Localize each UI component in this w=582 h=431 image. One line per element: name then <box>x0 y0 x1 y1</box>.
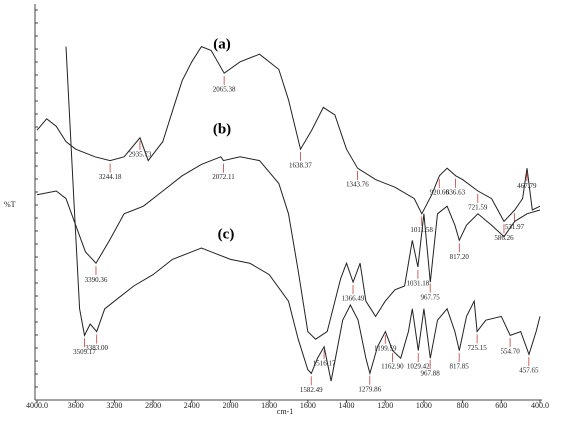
x-tick-label: 4000.0 <box>26 401 48 410</box>
peak-label: 3509.17 <box>73 348 96 356</box>
peak-label: 1343.76 <box>346 181 369 189</box>
peak-label: 817.85 <box>450 363 470 371</box>
peak-label: 1199.59 <box>374 344 397 352</box>
x-tick-label: 3600 <box>68 401 84 410</box>
x-tick-label: 400.0 <box>531 401 549 410</box>
peak-label: 725.15 <box>467 344 487 352</box>
x-axis-label: cm-1 <box>277 407 293 416</box>
peak-label: 1031.18 <box>407 279 430 287</box>
peak-label: 2935.73 <box>129 150 152 158</box>
peak-label: 531.97 <box>505 223 525 231</box>
x-tick-label: 1000 <box>416 401 432 410</box>
peak-label: 554.70 <box>500 348 520 356</box>
x-tick-label: 3200 <box>106 401 122 410</box>
spectrum-line <box>36 45 541 223</box>
x-tick-label: 2000 <box>222 401 238 410</box>
peak-label: 836.63 <box>446 188 466 196</box>
peak-label: 1279.86 <box>358 385 381 393</box>
curve-label: (c) <box>218 226 235 242</box>
x-tick-label: 800 <box>457 401 469 410</box>
peak-label: 1029.42 <box>407 363 430 371</box>
peak-label: 457.65 <box>519 367 539 375</box>
spectrum-line <box>65 46 541 382</box>
x-tick-label: 2800 <box>145 401 161 410</box>
peak-label: 3383.00 <box>85 344 108 352</box>
x-tick-label: 2400 <box>184 401 200 410</box>
peak-label: 586.26 <box>494 234 514 242</box>
curve-label: (a) <box>213 36 231 52</box>
x-tick-label: 1600 <box>300 401 316 410</box>
x-tick-label: 1200 <box>377 401 393 410</box>
peak-label: 920.66 <box>430 189 450 197</box>
y-axis-label: %T <box>4 200 16 209</box>
peak-label: 967.88 <box>421 369 441 377</box>
peak-label: 1638.37 <box>289 162 312 170</box>
peak-label: 467.79 <box>517 182 537 190</box>
x-tick-label: 1800 <box>261 401 277 410</box>
peak-label: 967.75 <box>421 293 441 301</box>
x-tick-label: 600 <box>495 401 507 410</box>
peak-label: 2072.11 <box>212 173 235 181</box>
peak-label: 817.20 <box>450 253 470 261</box>
peak-label: 2065.38 <box>213 86 236 94</box>
peak-label: 1582.49 <box>300 386 323 394</box>
curve-label: (b) <box>213 121 231 137</box>
peak-label: 1516.17 <box>313 359 336 367</box>
peak-label: 1366.49 <box>342 295 365 303</box>
peak-label: 3244.18 <box>99 173 122 181</box>
peak-label: 3390.36 <box>85 276 108 284</box>
peak-label: 721.59 <box>468 204 488 212</box>
x-tick-label: 1400 <box>339 401 355 410</box>
spectrum-line <box>36 156 541 340</box>
peak-label: 1162.90 <box>381 363 404 371</box>
